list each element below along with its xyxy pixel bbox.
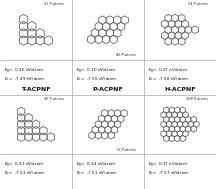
Text: T-ACPNF: T-ACPNF (21, 87, 51, 92)
Text: $E_c$=  -7.53 eV/atom: $E_c$= -7.53 eV/atom (4, 170, 45, 177)
Text: 108 P-atoms: 108 P-atoms (186, 97, 208, 101)
Text: H-ACPNF: H-ACPNF (164, 87, 196, 92)
Text: $E_c$=  -7.51 eV/atom: $E_c$= -7.51 eV/atom (76, 170, 117, 177)
Text: $E_c$=  -7.55 eV/atom: $E_c$= -7.55 eV/atom (76, 75, 117, 83)
Text: 33 P-atoms: 33 P-atoms (44, 2, 64, 6)
Text: $E_g$=  0.30 eV/atom: $E_g$= 0.30 eV/atom (76, 66, 116, 75)
Text: $E_c$=  -7.57 eV/atom: $E_c$= -7.57 eV/atom (148, 170, 189, 177)
Text: $E_g$=  0.27 eV/atom: $E_g$= 0.27 eV/atom (148, 160, 188, 169)
Text: $E_g$=  0.27 eV/atom: $E_g$= 0.27 eV/atom (148, 66, 188, 75)
Text: 46 P-atoms: 46 P-atoms (116, 53, 136, 57)
Text: $E_g$=  0.33 eV/atom: $E_g$= 0.33 eV/atom (4, 160, 44, 169)
Text: $E_g$=  0.36 eV/atom: $E_g$= 0.36 eV/atom (4, 66, 44, 75)
Text: P-ACPNF: P-ACPNF (93, 87, 123, 92)
Text: 72 P-atoms: 72 P-atoms (116, 148, 136, 152)
Text: 36 P-atoms: 36 P-atoms (44, 97, 64, 101)
Text: $E_c$=  -7.49 eV/atom: $E_c$= -7.49 eV/atom (4, 75, 45, 83)
Text: 54 P-atoms: 54 P-atoms (188, 2, 208, 6)
Text: $E_c$=  -7.58 eV/atom: $E_c$= -7.58 eV/atom (148, 75, 189, 83)
Text: $E_g$=  0.34 eV/atom: $E_g$= 0.34 eV/atom (76, 160, 116, 169)
